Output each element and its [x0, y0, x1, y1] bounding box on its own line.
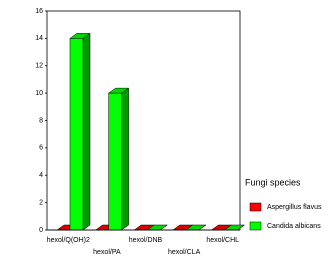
bar-front [108, 92, 122, 231]
legend-label: Candida albicans [267, 223, 321, 230]
y-tick-label: 6 [39, 145, 43, 152]
bar-front [69, 38, 84, 231]
legend-title: Fungi species [245, 177, 301, 187]
legend-swatch [249, 202, 262, 212]
bar-side [121, 87, 129, 231]
x-tick-label: hexol/PA [93, 249, 121, 256]
bar [69, 32, 91, 231]
legend-label: Aspergillus flavus [267, 204, 322, 211]
x-tick-label: hexol/CLA [168, 249, 201, 256]
bar [107, 87, 130, 231]
legend-swatch [249, 221, 262, 231]
y-tick-label: 8 [39, 117, 43, 124]
x-tick-label: hexol/CHL [206, 237, 239, 244]
x-tick-label: hexol/DNB [129, 237, 163, 244]
y-tick-label: 14 [35, 35, 43, 42]
y-tick-label: 0 [39, 227, 43, 234]
bar-side [82, 32, 91, 231]
y-tick-label: 4 [39, 172, 43, 179]
y-tick-label: 2 [39, 199, 43, 206]
y-tick-label: 16 [35, 8, 43, 15]
y-tick-label: 10 [35, 90, 43, 97]
y-tick-label: 12 [35, 63, 43, 70]
x-tick-label: hexol/Q(OH)2 [47, 237, 90, 244]
